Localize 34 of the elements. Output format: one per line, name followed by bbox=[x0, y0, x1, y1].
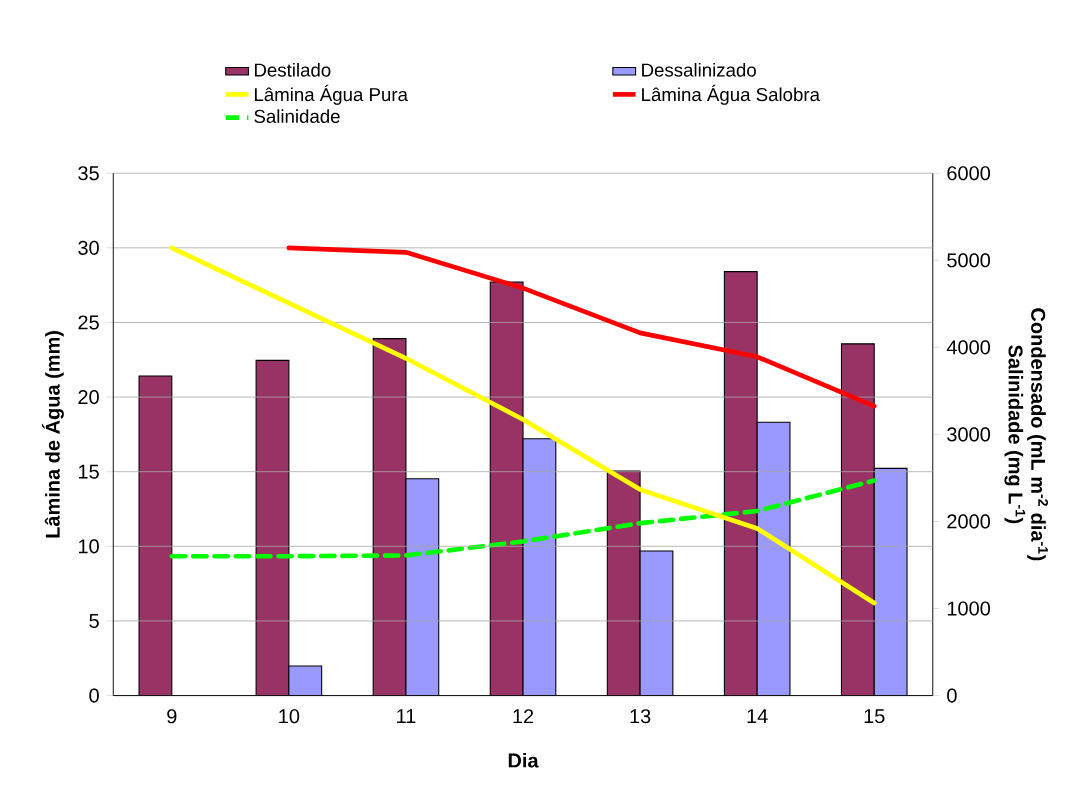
x-axis-title: Dia bbox=[508, 752, 539, 768]
legend-label: Salinidade bbox=[254, 109, 340, 123]
y-tick-label: 25 bbox=[78, 315, 99, 330]
x-tick-label: 11 bbox=[397, 709, 416, 723]
y2-tick-label: 1000 bbox=[947, 601, 991, 616]
y-tick-label: 5 bbox=[89, 613, 99, 628]
x-tick-label: 9 bbox=[167, 709, 177, 724]
y-tick-label: 30 bbox=[78, 240, 99, 255]
x-tick-label: 14 bbox=[747, 709, 768, 723]
x-tick-label: 15 bbox=[864, 709, 885, 724]
y-tick-label: 20 bbox=[78, 389, 99, 405]
line-series bbox=[169, 245, 877, 606]
y2-tick-label: 2000 bbox=[947, 514, 991, 529]
y2-tick-label: 0 bbox=[947, 688, 957, 703]
legend-label: Destilado bbox=[254, 62, 331, 77]
line-series bbox=[169, 478, 877, 559]
y-axis-title: Lâmina de Água (mm) bbox=[41, 330, 64, 538]
y2-tick-label: 4000 bbox=[946, 340, 991, 355]
x-tick-label: 13 bbox=[630, 709, 651, 724]
y-tick-label: 0 bbox=[89, 688, 99, 703]
y2-tick-label: 3000 bbox=[947, 427, 991, 442]
x-tick-label: 12 bbox=[513, 709, 534, 724]
y2-tick-label: 5000 bbox=[947, 253, 991, 268]
y2-tick-label: 6000 bbox=[947, 166, 991, 181]
legend-label: Lâmina Água Salobra bbox=[642, 84, 820, 105]
x-tick-label: 10 bbox=[279, 709, 300, 724]
y-tick-label: 15 bbox=[78, 464, 99, 479]
legend-label: Lâmina Água Pura bbox=[254, 84, 408, 105]
y-tick-label: 10 bbox=[78, 539, 99, 554]
legend-label: Dessalinizado bbox=[642, 62, 756, 77]
line-series bbox=[286, 245, 877, 409]
y-tick-label: 35 bbox=[78, 166, 99, 181]
text: Salinidade (mg L$^{-1}$) bbox=[1004, 345, 1026, 524]
text: Condensado (mL m$^{-2}$ dia$^{-1}$) bbox=[1027, 308, 1049, 561]
